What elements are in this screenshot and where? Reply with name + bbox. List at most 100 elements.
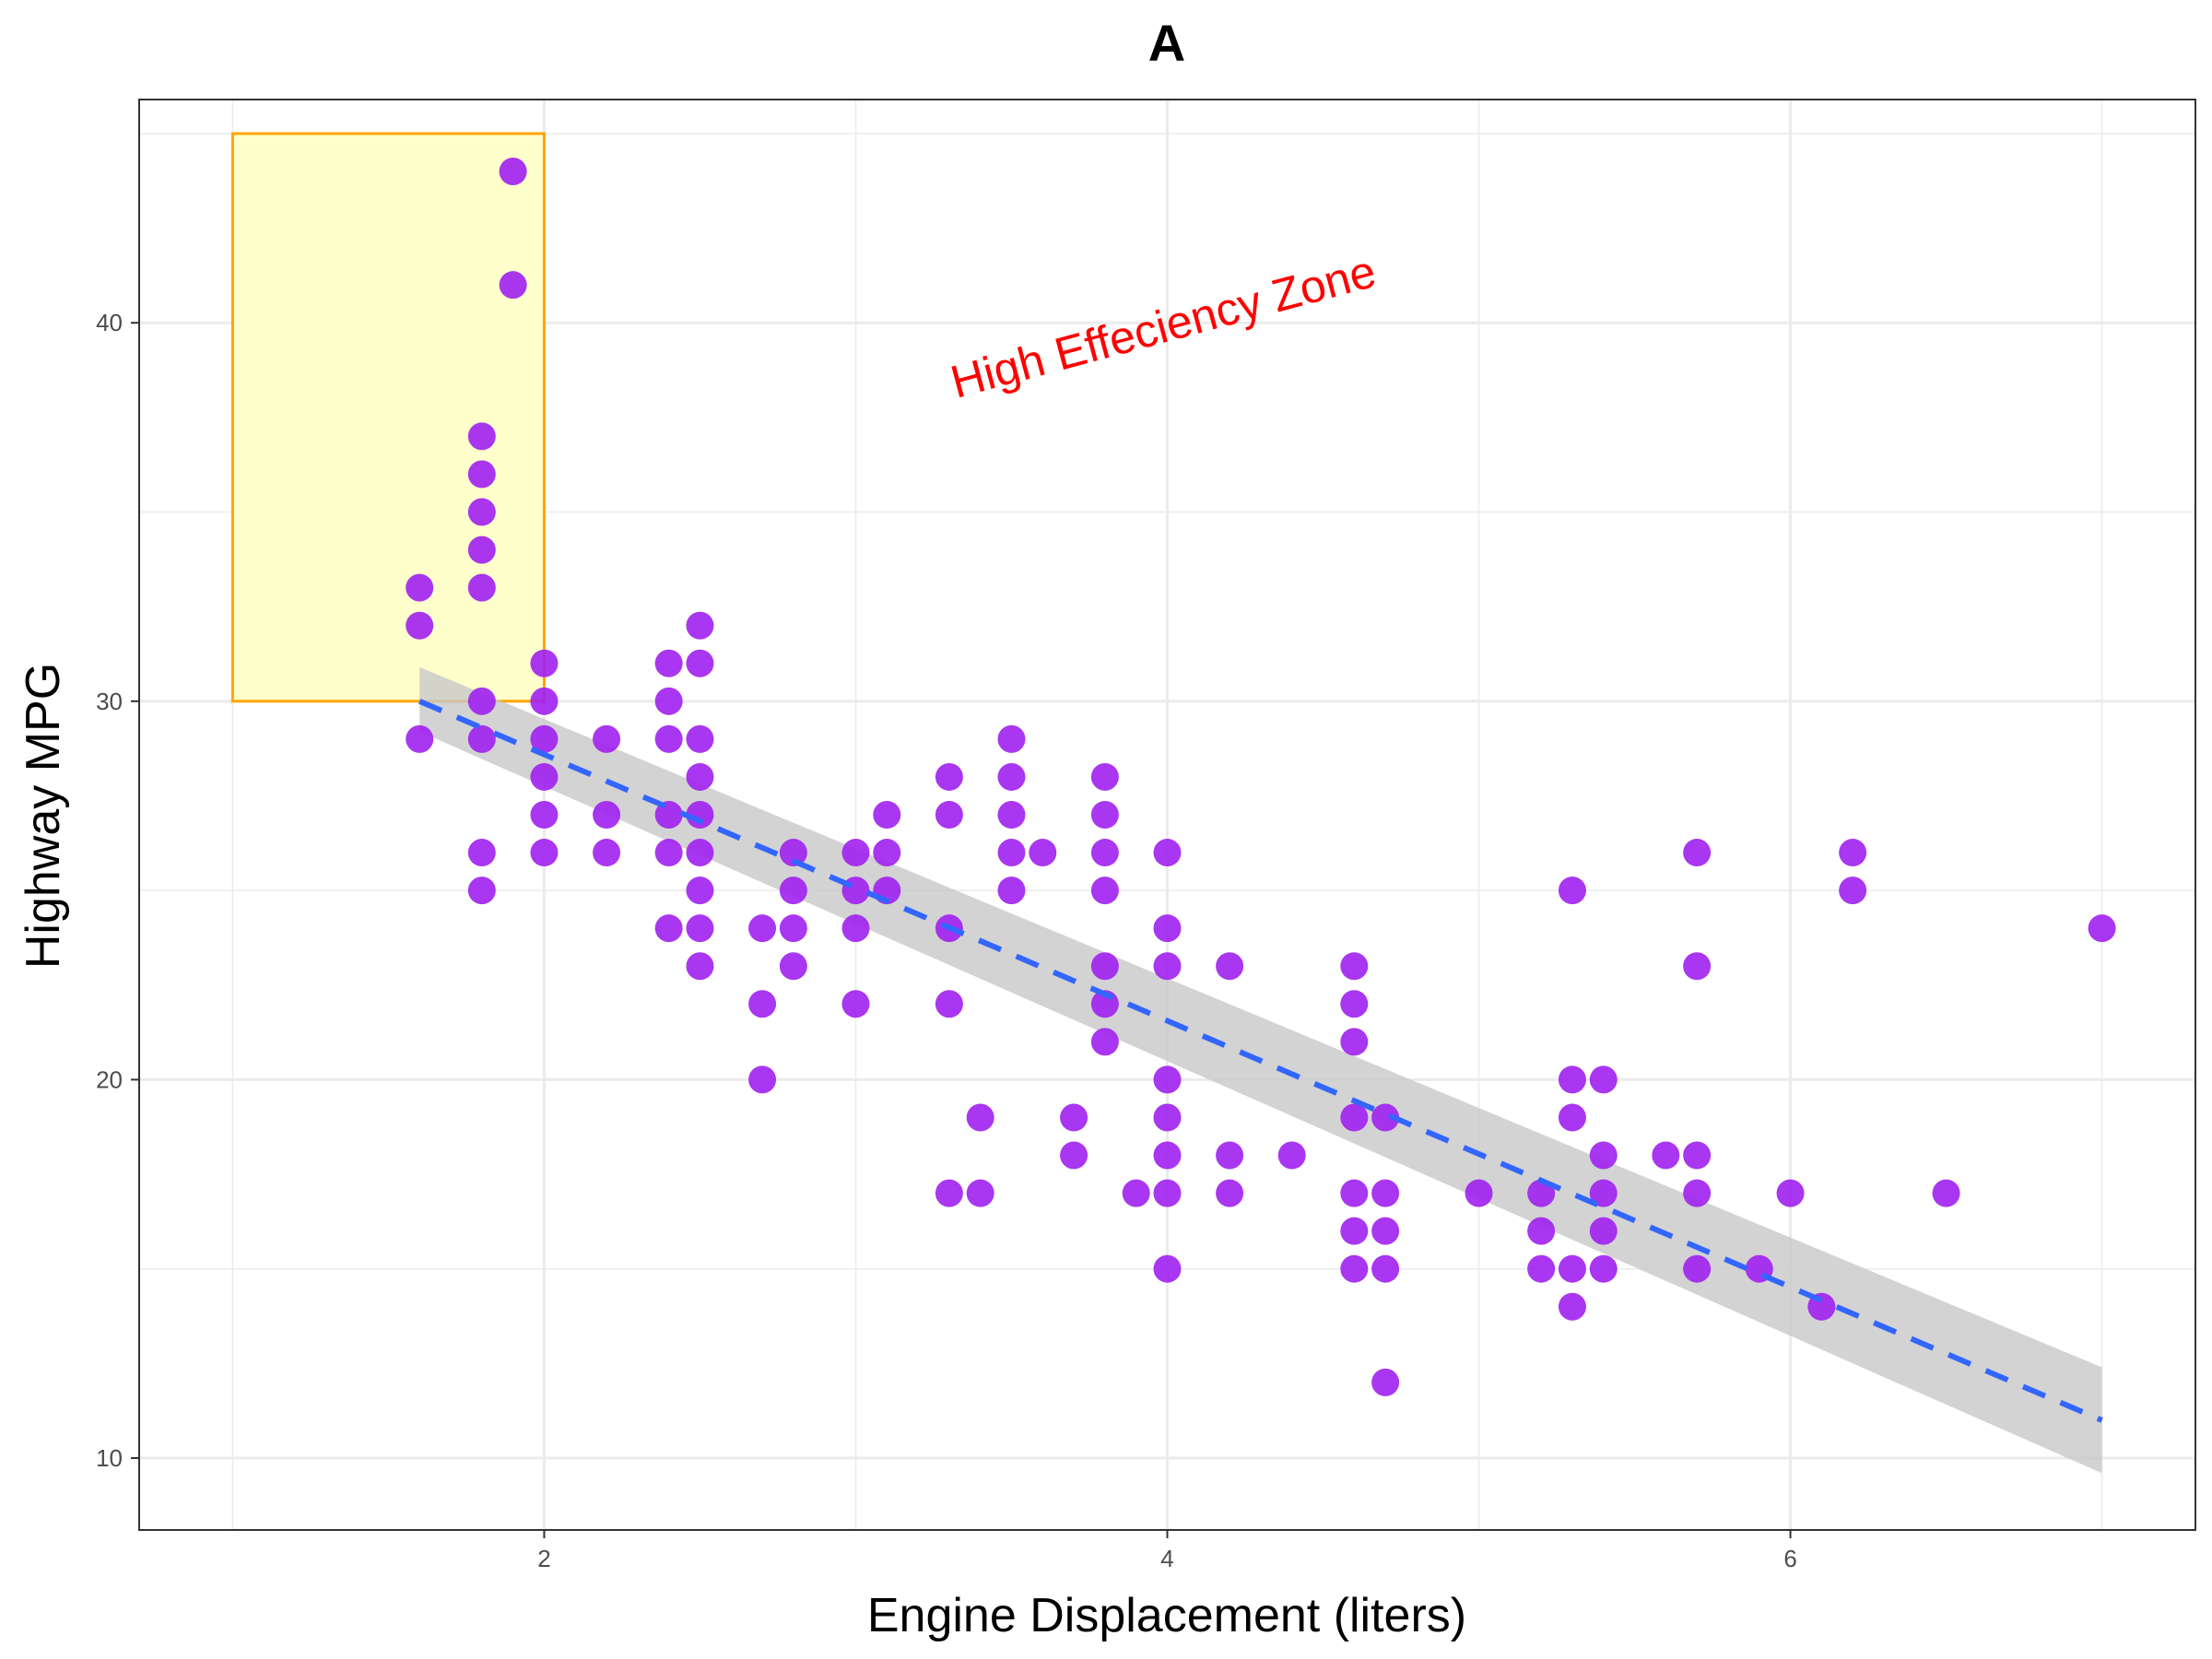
data-point [1683, 1254, 1712, 1283]
data-point [997, 801, 1026, 829]
data-point [1153, 1103, 1182, 1132]
data-point [997, 762, 1026, 791]
x-tick-label: 4 [1160, 1545, 1173, 1572]
data-point [1090, 877, 1119, 905]
data-point [1029, 839, 1057, 867]
data-point [467, 535, 496, 564]
data-point [1153, 952, 1182, 981]
data-point [1153, 1179, 1182, 1207]
data-point [406, 611, 434, 640]
confidence-band [419, 666, 2102, 1474]
data-point [1340, 1217, 1369, 1245]
data-point [593, 724, 621, 753]
data-point [1340, 1179, 1369, 1207]
data-point [1932, 1179, 1960, 1207]
data-point [686, 877, 714, 905]
highlight-zone-layer [230, 132, 546, 703]
data-point [1340, 1028, 1369, 1056]
data-point [1589, 1179, 1618, 1207]
data-point [686, 724, 714, 753]
data-point [686, 762, 714, 791]
x-tick-label: 6 [1783, 1545, 1796, 1572]
data-point [1371, 1254, 1400, 1283]
data-point [873, 839, 901, 867]
data-point [997, 877, 1026, 905]
data-point [1340, 990, 1369, 1018]
data-point [530, 649, 559, 677]
data-point [1153, 914, 1182, 943]
data-point [1216, 1179, 1244, 1207]
data-point [530, 724, 559, 753]
data-point [873, 801, 901, 829]
data-point [1371, 1103, 1400, 1132]
data-point [1589, 1254, 1618, 1283]
data-point [748, 990, 777, 1018]
data-point [1153, 1065, 1182, 1094]
data-point [406, 573, 434, 602]
data-point [935, 990, 963, 1018]
axes: 2 4 6 10 20 30 40 [96, 309, 1797, 1572]
data-point [1589, 1065, 1618, 1094]
highlight-zone-rect [230, 132, 546, 703]
data-point [1090, 839, 1119, 867]
data-point [686, 839, 714, 867]
data-point [841, 914, 870, 943]
data-point [1558, 877, 1586, 905]
data-point [1683, 952, 1712, 981]
trend-line-layer [418, 699, 2103, 1423]
data-point [1371, 1368, 1400, 1396]
data-point [654, 687, 683, 715]
data-point [748, 914, 777, 943]
data-point [841, 990, 870, 1018]
data-point [686, 801, 714, 829]
y-tick-label: 40 [96, 309, 123, 336]
data-point [1589, 1141, 1618, 1170]
data-point [467, 498, 496, 526]
x-tick-label: 2 [537, 1545, 550, 1572]
y-tick-label: 30 [96, 688, 123, 715]
data-point [1839, 877, 1867, 905]
data-point [530, 762, 559, 791]
data-point [467, 724, 496, 753]
data-point [997, 724, 1026, 753]
data-point [1371, 1179, 1400, 1207]
data-point [748, 1065, 777, 1094]
data-point [1558, 1065, 1586, 1094]
data-point [1340, 1254, 1369, 1283]
data-point [1558, 1103, 1586, 1132]
data-point [841, 839, 870, 867]
data-point [1465, 1179, 1493, 1207]
data-point [530, 801, 559, 829]
data-point [966, 1179, 994, 1207]
data-point [1683, 1141, 1712, 1170]
trend-line [418, 699, 2103, 1423]
data-point [686, 649, 714, 677]
data-point [1776, 1179, 1805, 1207]
data-point [654, 649, 683, 677]
data-point [1090, 952, 1119, 981]
data-point [467, 573, 496, 602]
data-point [2088, 914, 2116, 943]
data-point [686, 914, 714, 943]
data-point [966, 1103, 994, 1132]
y-tick-label: 10 [96, 1444, 123, 1472]
data-point [467, 687, 496, 715]
data-point [779, 952, 807, 981]
data-point [1122, 1179, 1150, 1207]
data-point [1527, 1217, 1556, 1245]
data-point [686, 952, 714, 981]
data-point [467, 460, 496, 488]
data-point [1153, 1141, 1182, 1170]
x-axis-title: Engine Displacement (liters) [867, 1589, 1466, 1642]
data-point [654, 839, 683, 867]
data-point [1683, 839, 1712, 867]
data-point [530, 839, 559, 867]
data-point [1527, 1254, 1556, 1283]
data-point [779, 877, 807, 905]
data-point [593, 839, 621, 867]
data-point [1060, 1103, 1088, 1132]
data-point [406, 724, 434, 753]
data-point [1216, 952, 1244, 981]
confidence-band-layer [419, 666, 2102, 1474]
